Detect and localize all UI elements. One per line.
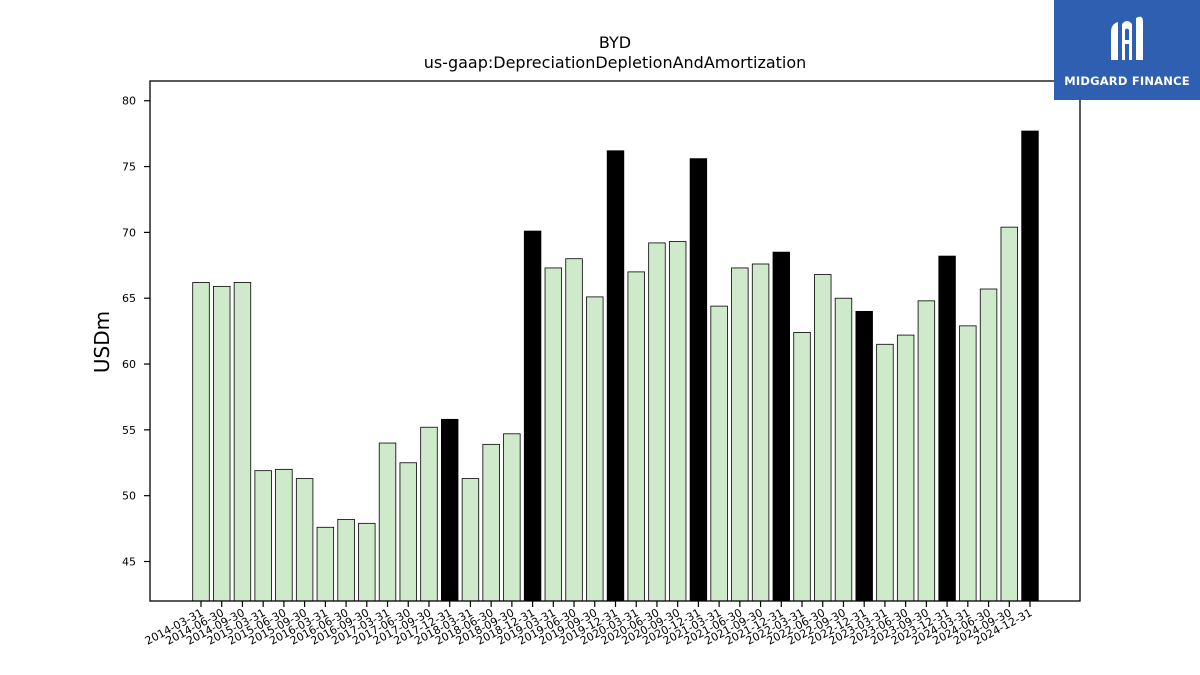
- bars: [192, 130, 1039, 602]
- y-tick-label: 80: [122, 95, 136, 108]
- bar-quarter: [399, 462, 417, 602]
- bar-quarter: [544, 267, 563, 602]
- bar-quarter: [586, 296, 604, 602]
- y-tick-label: 55: [122, 424, 136, 437]
- plot-frame: [149, 80, 1081, 602]
- bar-annual: [772, 251, 791, 602]
- y-tick-label: 45: [122, 556, 136, 569]
- y-tick-label: 60: [122, 358, 136, 371]
- bar-quarter: [1000, 226, 1018, 602]
- midgard-logo-icon: [1111, 16, 1143, 61]
- logo-text: MIDGARD FINANCE: [1064, 74, 1190, 88]
- bar-quarter: [793, 332, 811, 602]
- bar-annual: [1021, 130, 1039, 602]
- bar-annual: [938, 255, 956, 602]
- midgard-finance-logo: MIDGARD FINANCE: [1054, 0, 1200, 100]
- bar-quarter: [979, 288, 998, 602]
- y-axis-ticks: 45 50 55 60 65 70 75 80: [122, 95, 150, 569]
- bar-quarter: [751, 263, 770, 602]
- bar-quarter: [917, 300, 936, 602]
- bar-quarter: [337, 518, 355, 602]
- chart-title: BYD: [599, 33, 631, 52]
- bar-quarter: [565, 258, 583, 602]
- bar-quarter: [876, 343, 894, 602]
- y-tick-label: 70: [122, 226, 136, 239]
- y-tick-label: 65: [122, 292, 136, 305]
- bar-annual: [440, 418, 459, 602]
- bar-quarter: [959, 325, 977, 602]
- bar-quarter: [378, 442, 397, 602]
- bar-quarter: [213, 285, 231, 602]
- bar-quarter: [420, 426, 438, 602]
- bar-quarter: [358, 522, 376, 602]
- y-tick-label: 75: [122, 161, 136, 174]
- bar-quarter: [254, 470, 272, 602]
- y-tick-label: 50: [122, 490, 136, 503]
- bar-quarter: [482, 443, 500, 602]
- bar-quarter: [814, 274, 832, 602]
- bar-quarter: [668, 241, 687, 602]
- bar-quarter: [834, 297, 853, 602]
- x-axis-ticks: 2014-03-312014-06-302014-09-302015-03-31…: [143, 601, 1034, 648]
- bar-annual: [523, 230, 542, 602]
- bar-annual: [606, 150, 625, 602]
- bar-quarter: [233, 282, 252, 602]
- bar-quarter: [648, 242, 666, 602]
- bar-quarter: [627, 271, 645, 602]
- bar-quarter: [731, 267, 749, 602]
- bar-quarter: [461, 478, 480, 602]
- bar-quarter: [316, 526, 335, 602]
- bar-annual: [689, 158, 708, 602]
- chart-subtitle: us-gaap:DepreciationDepletionAndAmortiza…: [424, 53, 807, 72]
- bar-quarter: [503, 433, 521, 602]
- bar-annual: [855, 310, 873, 602]
- bar-quarter: [192, 282, 210, 602]
- bar-quarter: [896, 334, 915, 602]
- y-axis-label: USDm: [90, 311, 114, 373]
- bar-quarter: [710, 305, 728, 602]
- bar-quarter: [295, 478, 314, 602]
- bar-quarter: [275, 468, 293, 602]
